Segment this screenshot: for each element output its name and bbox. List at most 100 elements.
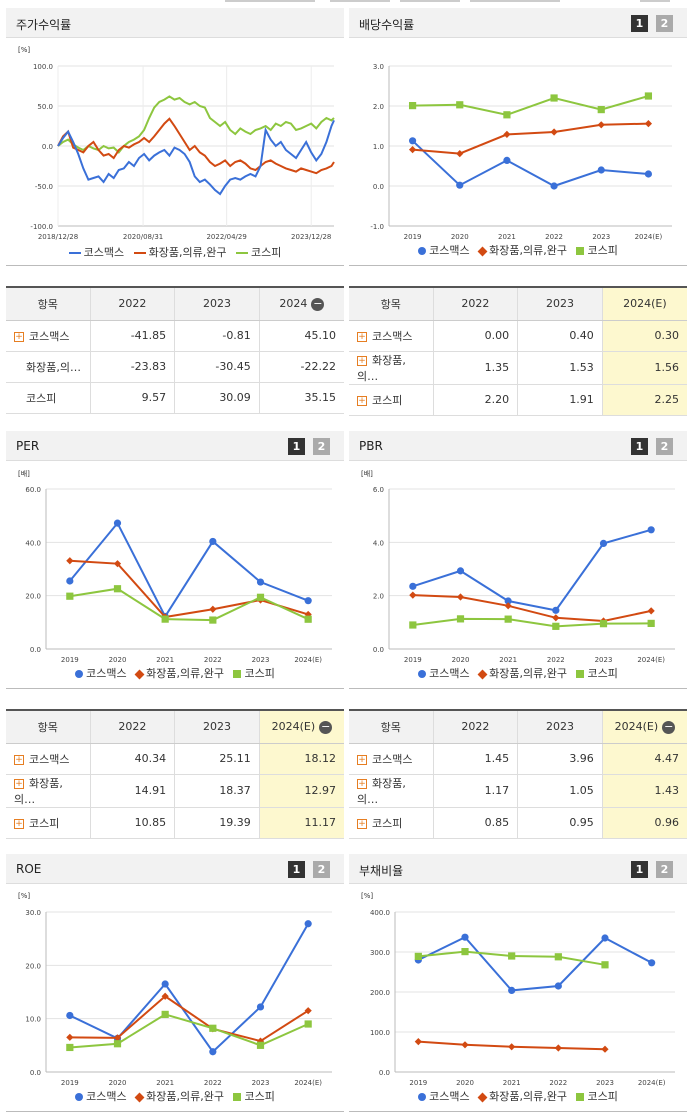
legend-diamond-icon xyxy=(477,246,488,256)
data-point xyxy=(461,933,469,941)
data-point xyxy=(550,128,558,136)
legend-item-industry[interactable]: 화장품,의류,완구 xyxy=(477,1088,567,1104)
data-point xyxy=(66,577,74,585)
series-line xyxy=(417,935,653,992)
y-tick-label: 0.0 xyxy=(379,1069,390,1077)
legend-item-cosmax[interactable]: 코스맥스 xyxy=(75,1088,127,1104)
panel-title: PER xyxy=(16,439,40,453)
data-point xyxy=(113,519,122,527)
y-tick-label: 100.0 xyxy=(33,63,53,71)
y-tick-label: 2.0 xyxy=(373,593,384,601)
expand-icon[interactable]: + xyxy=(357,395,367,406)
data-point xyxy=(256,593,265,601)
col-header-item: 항목 xyxy=(6,709,90,744)
y-tick-label: -1.0 xyxy=(370,223,384,231)
roe-chart: 30.0 20.0 10.0 0.0 2019 2020 2021 2022 2023 2024(… xyxy=(25,909,332,1087)
expand-icon[interactable]: + xyxy=(357,818,367,829)
row-name: 코스피 xyxy=(29,816,60,830)
legend: 코스맥스 화장품,의류,완구 코스피 xyxy=(349,1088,687,1104)
legend-item-cosmax[interactable]: 코스맥스 xyxy=(418,665,470,681)
data-point xyxy=(209,616,217,624)
legend-item-kospi[interactable]: 코스피 xyxy=(576,1088,618,1104)
x-tick-label: 2018/12/28 xyxy=(38,233,78,241)
data-point xyxy=(504,597,512,605)
expand-icon[interactable]: + xyxy=(357,754,367,765)
data-point xyxy=(304,597,312,605)
chart-button-1[interactable]: 1 xyxy=(631,15,648,32)
legend-item-cosmax[interactable]: 코스맥스 xyxy=(75,665,127,681)
expand-icon[interactable]: + xyxy=(357,331,367,342)
table-row: 화장품,의… -23.83 -30.45 -22.22 xyxy=(6,351,344,383)
chart-button-2[interactable]: 2 xyxy=(656,861,673,878)
expand-icon[interactable]: + xyxy=(14,331,24,342)
data-point xyxy=(456,615,465,623)
chart-button-2[interactable]: 2 xyxy=(656,15,673,32)
collapse-icon[interactable]: − xyxy=(311,296,325,311)
expand-icon[interactable]: + xyxy=(357,778,367,789)
cell-value: 35.15 xyxy=(258,382,344,414)
col-header-item: 항목 xyxy=(349,709,433,744)
legend-item-industry[interactable]: 화장품,의류,완구 xyxy=(477,242,567,258)
y-tick-label: 20.0 xyxy=(25,593,41,601)
x-tick-label: 2024(E) xyxy=(294,1079,322,1087)
chart-button-2[interactable]: 2 xyxy=(656,438,673,455)
expand-icon[interactable]: + xyxy=(14,778,24,789)
cell-value: 0.00 xyxy=(432,320,518,352)
chart-button-2[interactable]: 2 xyxy=(313,861,330,878)
data-point xyxy=(461,948,469,956)
cell-value: 45.10 xyxy=(258,320,344,352)
legend-item-kospi[interactable]: 코스피 xyxy=(233,665,275,681)
data-point xyxy=(161,1010,169,1018)
legend-item-kospi[interactable]: 코스피 xyxy=(233,1088,275,1104)
data-point xyxy=(508,986,516,994)
debt-ratio-panel: 부채비율 1 2 [%] 400.0 300.0 200.0 100.0 0.0 2019… xyxy=(349,854,687,1112)
data-point xyxy=(647,526,655,534)
data-point xyxy=(503,111,511,119)
legend-item-kospi[interactable]: 코스피 xyxy=(576,665,618,681)
chart-button-2[interactable]: 2 xyxy=(313,438,330,455)
col-header-2024e-label: 2024(E) xyxy=(614,720,659,733)
x-tick-label: 2020 xyxy=(456,1079,474,1087)
legend-item-kospi[interactable]: 코스피 xyxy=(235,244,281,260)
x-tick-label: 2023 xyxy=(252,656,270,664)
expand-icon[interactable]: + xyxy=(357,355,367,366)
collapse-icon[interactable]: − xyxy=(662,719,676,734)
col-header-2022: 2022 xyxy=(89,709,175,744)
chart-button-1[interactable]: 1 xyxy=(631,861,648,878)
cell-value: 18.37 xyxy=(174,774,260,808)
chart-button-1[interactable]: 1 xyxy=(631,438,648,455)
chart-button-1[interactable]: 1 xyxy=(288,861,305,878)
collapse-icon[interactable]: − xyxy=(319,719,333,734)
data-point xyxy=(66,1011,74,1020)
col-header-2024e: 2024(E) − xyxy=(601,709,687,744)
legend-label: 코스맥스 xyxy=(86,1090,127,1103)
series-line xyxy=(412,617,652,628)
legend-item-industry[interactable]: 화장품,의류,완구 xyxy=(134,665,224,681)
x-tick-label: 2024(E) xyxy=(294,656,322,664)
cell-value: 0.95 xyxy=(517,807,603,839)
x-tick-label: 2019 xyxy=(404,233,422,241)
legend-item-industry[interactable]: 화장품,의류,완구 xyxy=(477,665,567,681)
legend-label: 화장품,의류,완구 xyxy=(489,667,567,680)
y-tick-label: 0.0 xyxy=(373,646,384,654)
y-tick-label: 300.0 xyxy=(370,949,390,957)
row-label: + 코스피 xyxy=(349,807,433,839)
data-point xyxy=(409,582,417,590)
data-point xyxy=(304,1020,312,1028)
legend-item-cosmax[interactable]: 코스맥스 xyxy=(68,244,124,260)
legend-circle-icon xyxy=(418,247,427,255)
data-point xyxy=(304,615,312,623)
cell-value: -41.85 xyxy=(89,320,175,352)
legend-item-industry[interactable]: 화장품,의류,완구 xyxy=(133,244,226,260)
legend-item-cosmax[interactable]: 코스맥스 xyxy=(418,1088,470,1104)
col-header-2023: 2023 xyxy=(174,286,260,321)
legend-item-kospi[interactable]: 코스피 xyxy=(576,242,618,258)
legend-item-cosmax[interactable]: 코스맥스 xyxy=(418,242,470,258)
chart-button-1[interactable]: 1 xyxy=(288,438,305,455)
row-name: 화장품,의… xyxy=(14,776,63,806)
legend-item-industry[interactable]: 화장품,의류,완구 xyxy=(134,1088,224,1104)
legend-circle-icon xyxy=(75,670,84,678)
series-line xyxy=(57,117,335,175)
expand-icon[interactable]: + xyxy=(14,754,24,765)
expand-icon[interactable]: + xyxy=(14,818,24,829)
